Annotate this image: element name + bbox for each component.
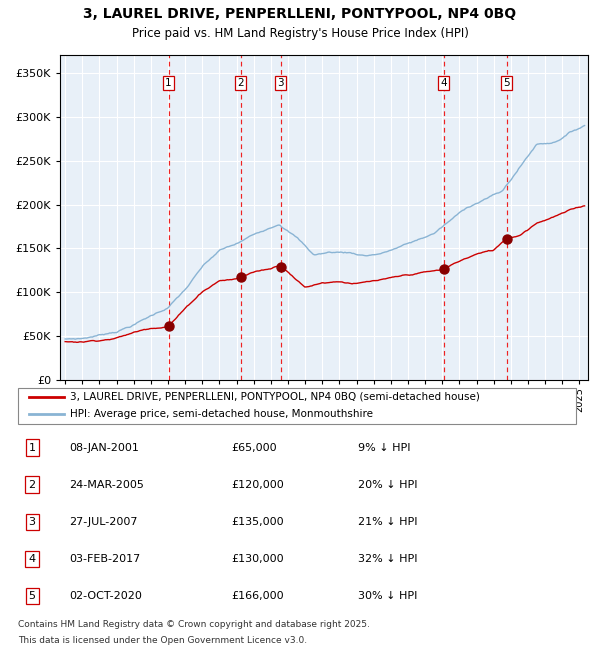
Text: 1: 1 [29, 443, 35, 452]
Text: £120,000: £120,000 [231, 480, 284, 489]
Text: 27-JUL-2007: 27-JUL-2007 [70, 517, 138, 526]
Text: 5: 5 [29, 591, 35, 601]
Text: £130,000: £130,000 [231, 554, 284, 564]
Text: £135,000: £135,000 [231, 517, 284, 526]
Text: 32% ↓ HPI: 32% ↓ HPI [358, 554, 417, 564]
Text: 08-JAN-2001: 08-JAN-2001 [70, 443, 139, 452]
Text: HPI: Average price, semi-detached house, Monmouthshire: HPI: Average price, semi-detached house,… [70, 410, 373, 419]
Text: 3: 3 [29, 517, 35, 526]
Text: 3: 3 [277, 78, 284, 88]
Text: 5: 5 [503, 78, 510, 88]
Text: 24-MAR-2005: 24-MAR-2005 [70, 480, 145, 489]
Text: 03-FEB-2017: 03-FEB-2017 [70, 554, 141, 564]
Text: 1: 1 [165, 78, 172, 88]
Text: This data is licensed under the Open Government Licence v3.0.: This data is licensed under the Open Gov… [18, 636, 307, 645]
Text: 3, LAUREL DRIVE, PENPERLLENI, PONTYPOOL, NP4 0BQ (semi-detached house): 3, LAUREL DRIVE, PENPERLLENI, PONTYPOOL,… [70, 392, 479, 402]
Text: £166,000: £166,000 [231, 591, 284, 601]
Text: 9% ↓ HPI: 9% ↓ HPI [358, 443, 410, 452]
Text: 21% ↓ HPI: 21% ↓ HPI [358, 517, 417, 526]
Text: 4: 4 [29, 554, 36, 564]
Text: 20% ↓ HPI: 20% ↓ HPI [358, 480, 417, 489]
Text: £65,000: £65,000 [231, 443, 277, 452]
Text: Contains HM Land Registry data © Crown copyright and database right 2025.: Contains HM Land Registry data © Crown c… [18, 620, 370, 629]
Text: 02-OCT-2020: 02-OCT-2020 [70, 591, 142, 601]
FancyBboxPatch shape [18, 388, 577, 424]
Text: 2: 2 [29, 480, 36, 489]
Text: 4: 4 [440, 78, 447, 88]
Text: 30% ↓ HPI: 30% ↓ HPI [358, 591, 417, 601]
Text: 3, LAUREL DRIVE, PENPERLLENI, PONTYPOOL, NP4 0BQ: 3, LAUREL DRIVE, PENPERLLENI, PONTYPOOL,… [83, 6, 517, 21]
Text: Price paid vs. HM Land Registry's House Price Index (HPI): Price paid vs. HM Land Registry's House … [131, 27, 469, 40]
Text: 2: 2 [237, 78, 244, 88]
